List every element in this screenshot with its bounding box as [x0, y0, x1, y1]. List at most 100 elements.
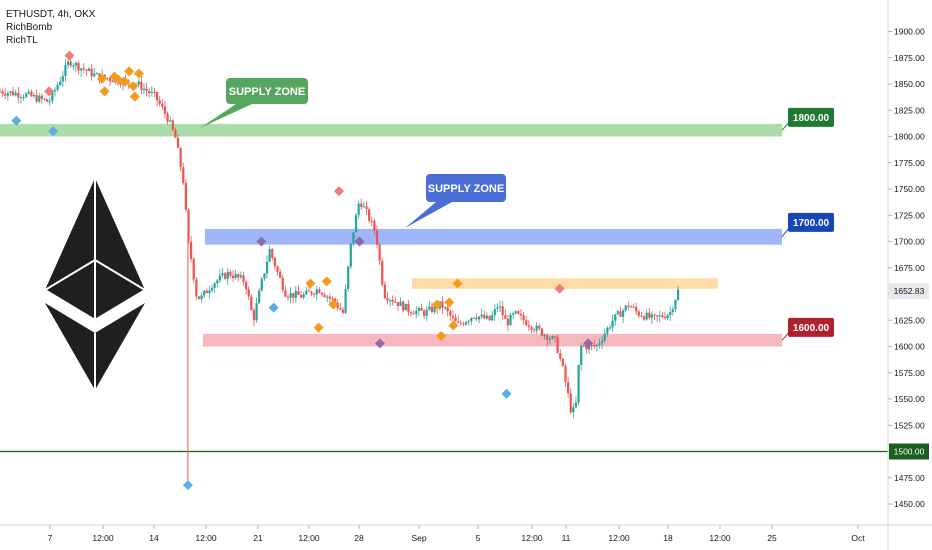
- zone-label-box: [788, 107, 834, 127]
- signal-marker: [328, 299, 339, 310]
- candle-body: [601, 340, 604, 344]
- zone-label-box: [788, 212, 834, 232]
- candle-body: [637, 311, 640, 316]
- signal-marker: [305, 278, 316, 289]
- candle-body: [472, 317, 475, 319]
- y-tick-label: 1525.00: [894, 420, 925, 430]
- signal-marker: [268, 302, 279, 313]
- candle-body: [182, 167, 185, 183]
- candle-body: [501, 306, 504, 316]
- candle-body: [247, 289, 250, 297]
- candle-body: [585, 345, 588, 350]
- candle-body: [656, 315, 659, 317]
- candle-body: [4, 93, 7, 96]
- candle-body: [66, 61, 70, 65]
- candle-body: [32, 95, 36, 97]
- candle-body: [103, 74, 106, 78]
- candle-body: [334, 298, 337, 303]
- candle-body: [61, 76, 64, 82]
- candle-body: [671, 309, 674, 312]
- candle-body: [666, 315, 669, 319]
- candle-body: [315, 289, 318, 295]
- candle-body: [242, 275, 245, 282]
- candle-body: [352, 232, 355, 244]
- candle-body: [598, 343, 601, 346]
- legend-symbol: ETHUSDT, 4h, OKX: [6, 9, 96, 20]
- candle-body: [169, 120, 172, 122]
- candle-body: [512, 313, 515, 315]
- candle-body: [373, 220, 376, 231]
- candle-body: [635, 306, 638, 312]
- candle-body: [464, 322, 468, 325]
- candle-body: [580, 345, 583, 365]
- candle-body: [210, 287, 214, 291]
- candle-body: [525, 320, 528, 326]
- candle-body: [485, 315, 489, 319]
- candle-body: [292, 293, 295, 298]
- candle-body: [339, 308, 342, 310]
- candle-body: [567, 381, 570, 394]
- y-tick-label: 1450.00: [894, 499, 925, 509]
- candle-body: [326, 296, 329, 298]
- y-tick-label: 1825.00: [894, 105, 925, 115]
- candle-body: [59, 81, 62, 86]
- candle-body: [619, 311, 622, 317]
- candle-body: [255, 303, 258, 321]
- candle-body: [349, 243, 352, 267]
- candle-body: [674, 300, 677, 310]
- candle-body: [192, 258, 195, 280]
- candle-body: [95, 73, 98, 75]
- candle-body: [229, 271, 232, 276]
- candle-body: [213, 283, 216, 288]
- y-tick-label: 1750.00: [894, 184, 925, 194]
- orange-zone: [412, 278, 718, 289]
- x-tick-label: 11: [562, 533, 571, 543]
- candle-body: [9, 91, 12, 94]
- y-tick-label: 1900.00: [894, 27, 925, 37]
- candle-body: [137, 81, 140, 85]
- candle-body: [69, 61, 72, 66]
- support-line-label: 1500.00: [894, 447, 925, 457]
- candle-body: [383, 284, 386, 299]
- signal-marker: [97, 73, 108, 84]
- x-tick-label: Oct: [851, 533, 865, 543]
- candle-body: [1, 91, 4, 94]
- candle-body: [650, 314, 653, 318]
- candle-body: [543, 335, 546, 337]
- candle-body: [216, 280, 219, 284]
- signal-marker: [452, 278, 463, 289]
- callout-box: [226, 78, 308, 104]
- candle-body: [394, 301, 397, 303]
- candle-body: [653, 314, 656, 316]
- candle-body: [391, 300, 394, 302]
- candle-body: [234, 274, 237, 279]
- signal-markers: [11, 50, 594, 491]
- candle-body: [624, 305, 627, 311]
- signal-marker: [124, 66, 135, 77]
- candle-body: [161, 103, 164, 107]
- candle-body: [632, 306, 635, 308]
- candle-body: [415, 310, 418, 315]
- candle-body: [284, 290, 287, 297]
- candle-body: [174, 129, 177, 138]
- last-price-label: 1652.83: [894, 286, 925, 296]
- zone-label: 1600.00: [793, 323, 830, 334]
- candle-body: [158, 100, 161, 104]
- candle-body: [608, 327, 612, 329]
- candle-body: [142, 88, 146, 91]
- candle-body: [25, 93, 28, 97]
- candle-body: [548, 338, 551, 341]
- candle-body: [577, 364, 580, 403]
- candle-body: [661, 315, 664, 318]
- candle-body: [323, 294, 326, 298]
- candle-body: [258, 290, 261, 304]
- supply-zone-1700: [205, 228, 782, 245]
- zones: 1800.00 1700.00 1600.00: [0, 107, 888, 453]
- candle-body: [302, 294, 305, 298]
- candle-body: [449, 311, 452, 316]
- signal-marker: [334, 186, 345, 197]
- candle-body: [375, 230, 379, 245]
- candle-body: [425, 309, 428, 316]
- candle-body: [457, 321, 460, 323]
- candle-body: [166, 113, 169, 122]
